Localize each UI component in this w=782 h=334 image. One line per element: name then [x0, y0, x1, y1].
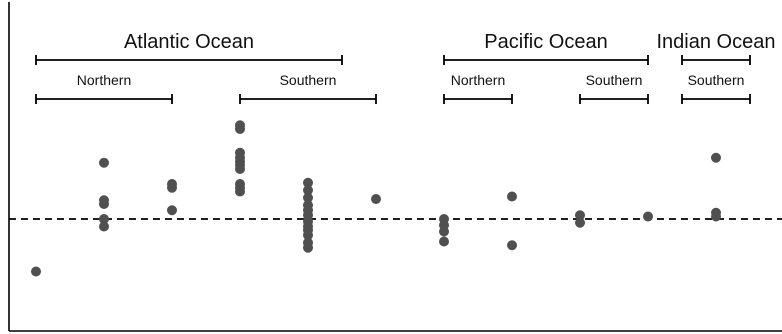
data-point — [507, 191, 517, 202]
hemisphere-group-4-label: Southern — [688, 72, 745, 88]
data-point — [235, 186, 245, 197]
data-point — [167, 182, 177, 193]
data-point — [303, 185, 313, 196]
hemisphere-group-1-label: Southern — [280, 72, 337, 88]
data-point — [439, 236, 449, 247]
ocean-group-0-label: Atlantic Ocean — [124, 31, 254, 53]
data-point — [99, 157, 109, 168]
data-point — [235, 164, 245, 174]
ocean-group-2-label: Indian Ocean — [657, 31, 776, 53]
ocean-group-1-label: Pacific Ocean — [484, 31, 607, 53]
data-point — [575, 210, 585, 221]
data-point — [303, 177, 313, 188]
data-point — [439, 226, 449, 237]
data-point — [575, 217, 585, 228]
hemisphere-group-0-label: Northern — [77, 72, 131, 88]
data-point — [31, 266, 41, 277]
data-points — [31, 120, 721, 277]
group-brackets: Atlantic Ocean Pacific Ocean Indian Ocean N… — [35, 31, 776, 104]
data-point — [99, 221, 109, 232]
data-point — [711, 211, 721, 222]
hemisphere-group-3-label: Southern — [586, 72, 643, 88]
data-point — [99, 199, 109, 209]
data-point — [507, 240, 517, 251]
hemisphere-group-2-label: Northern — [451, 72, 505, 88]
data-point — [303, 242, 313, 253]
data-point — [99, 214, 109, 224]
axes — [8, 2, 782, 332]
data-point — [303, 230, 313, 241]
data-point — [235, 124, 245, 134]
data-point — [303, 192, 313, 203]
data-point — [371, 194, 381, 204]
data-point — [167, 205, 177, 216]
data-point — [643, 211, 653, 222]
data-point — [711, 152, 721, 163]
